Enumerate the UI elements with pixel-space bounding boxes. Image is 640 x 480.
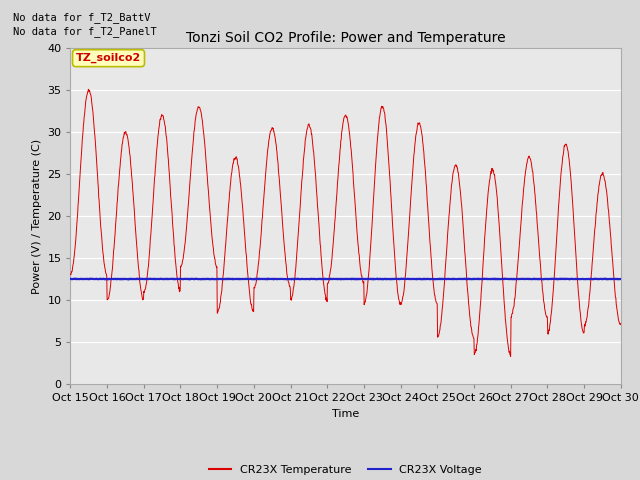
Text: TZ_soilco2: TZ_soilco2 <box>76 53 141 63</box>
Text: No data for f_T2_BattV: No data for f_T2_BattV <box>13 12 150 23</box>
Title: Tonzi Soil CO2 Profile: Power and Temperature: Tonzi Soil CO2 Profile: Power and Temper… <box>186 32 506 46</box>
Y-axis label: Power (V) / Temperature (C): Power (V) / Temperature (C) <box>32 138 42 294</box>
X-axis label: Time: Time <box>332 408 359 419</box>
Legend: CR23X Temperature, CR23X Voltage: CR23X Temperature, CR23X Voltage <box>205 460 486 479</box>
Text: No data for f_T2_PanelT: No data for f_T2_PanelT <box>13 26 157 37</box>
